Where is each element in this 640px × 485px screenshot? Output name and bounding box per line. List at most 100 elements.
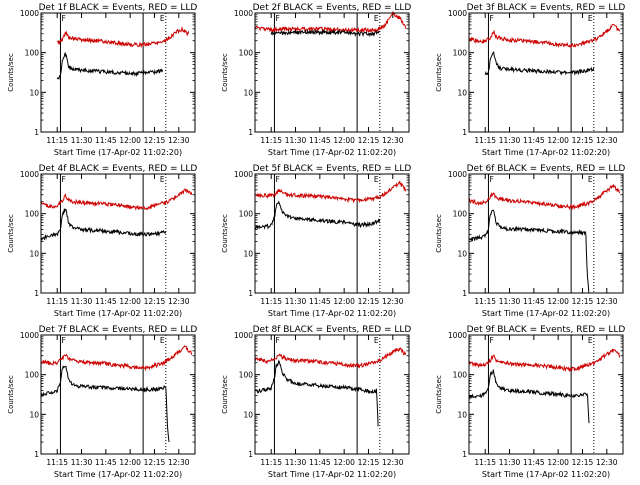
y-axis-label: Counts/sec <box>221 375 229 414</box>
x-tick-label: 11:45 <box>523 297 545 306</box>
x-tick-label: 12:30 <box>596 297 618 306</box>
plot-frame <box>254 334 410 455</box>
y-tick-label: 10 <box>29 410 39 419</box>
y-tick-label: 1000 <box>234 331 253 340</box>
x-tick-label: 11:45 <box>523 458 545 467</box>
series-events-line <box>254 359 379 427</box>
chart-title: Det 7f BLACK = Events, RED = LLD <box>39 325 198 335</box>
x-tick-label: 11:30 <box>499 297 521 306</box>
series-lld-line <box>468 348 621 373</box>
x-tick-label: 11:45 <box>309 458 331 467</box>
chart-panel-6: Det 6f BLACK = Events, RED = LLD Counts/s… <box>435 164 625 318</box>
y-tick-label: 1 <box>248 289 253 298</box>
x-tick-label: 12:30 <box>382 136 404 145</box>
plot-frame <box>468 334 624 455</box>
plot-frame <box>40 12 196 133</box>
x-tick-label: 12:15 <box>572 297 594 306</box>
series-lld-line <box>468 23 621 49</box>
y-tick-label: 1000 <box>448 9 467 18</box>
x-tick-label: 11:30 <box>499 136 521 145</box>
series-lld-line <box>468 183 621 211</box>
x-tick-label: 11:45 <box>309 136 331 145</box>
x-tick-label: 11:15 <box>260 136 282 145</box>
y-tick-label: 1000 <box>20 170 39 179</box>
y-tick-label: 1000 <box>448 331 467 340</box>
start-marker: F <box>489 175 493 184</box>
series-events-line <box>468 209 590 294</box>
series-lld-line <box>254 10 407 34</box>
y-tick-label: 10 <box>243 88 253 97</box>
x-axis-label: Start Time (17-Apr-02 11:02:20) <box>268 470 396 479</box>
x-tick-label: 11:30 <box>499 458 521 467</box>
series-events-line <box>484 50 595 76</box>
chart-title: Det 9f BLACK = Events, RED = LLD <box>467 325 626 335</box>
y-axis-label: Counts/sec <box>435 53 443 92</box>
x-tick-label: 11:45 <box>95 458 117 467</box>
start-marker: F <box>275 336 279 345</box>
series-events-line <box>255 200 381 230</box>
x-tick-label: 12:30 <box>168 458 190 467</box>
x-axis-label: Start Time (17-Apr-02 11:02:20) <box>54 309 182 318</box>
x-tick-label: 12:30 <box>596 458 618 467</box>
x-tick-label: 11:30 <box>71 458 93 467</box>
chart-title: Det 1f BLACK = Events, RED = LLD <box>39 3 198 13</box>
series-lld-line <box>56 25 189 49</box>
y-tick-label: 1 <box>34 128 39 137</box>
x-tick-label: 12:00 <box>119 297 141 306</box>
y-axis-label: Counts/sec <box>221 53 229 92</box>
plot-frame <box>254 12 410 133</box>
start-marker: F <box>275 14 279 23</box>
plot-frame <box>40 173 196 294</box>
x-tick-label: 12:00 <box>333 297 355 306</box>
end-marker: E <box>588 336 593 345</box>
x-axis-label: Start Time (17-Apr-02 11:02:20) <box>482 148 610 157</box>
x-axis-label: Start Time (17-Apr-02 11:02:20) <box>268 309 396 318</box>
y-tick-label: 1000 <box>234 170 253 179</box>
x-tick-label: 12:15 <box>144 297 166 306</box>
y-tick-label: 10 <box>457 410 467 419</box>
x-tick-label: 12:30 <box>596 136 618 145</box>
y-tick-label: 100 <box>25 210 40 219</box>
x-tick-label: 12:00 <box>119 136 141 145</box>
series-events-line <box>40 208 167 242</box>
x-tick-label: 12:15 <box>144 458 166 467</box>
end-marker: E <box>374 336 379 345</box>
y-tick-label: 100 <box>25 49 40 58</box>
series-events-line <box>270 28 381 38</box>
x-axis-label: Start Time (17-Apr-02 11:02:20) <box>268 148 396 157</box>
x-tick-label: 12:00 <box>547 136 569 145</box>
x-tick-label: 11:15 <box>46 458 68 467</box>
x-tick-label: 12:00 <box>333 458 355 467</box>
y-tick-label: 10 <box>243 410 253 419</box>
x-tick-label: 12:00 <box>547 458 569 467</box>
x-tick-label: 12:30 <box>382 458 404 467</box>
y-tick-label: 1 <box>462 289 467 298</box>
y-tick-label: 100 <box>239 210 254 219</box>
chart-panel-7: Det 7f BLACK = Events, RED = LLD Counts/s… <box>7 325 197 479</box>
chart-title: Det 4f BLACK = Events, RED = LLD <box>39 164 198 174</box>
start-marker: F <box>61 175 65 184</box>
series-lld-line <box>254 180 407 204</box>
x-tick-label: 12:00 <box>119 458 141 467</box>
end-marker: E <box>160 14 165 23</box>
y-tick-label: 10 <box>243 249 253 258</box>
y-tick-label: 1 <box>34 289 39 298</box>
x-tick-label: 11:15 <box>260 297 282 306</box>
series-events-line <box>56 52 164 81</box>
y-axis-label: Counts/sec <box>7 53 15 92</box>
chart-title: Det 6f BLACK = Events, RED = LLD <box>467 164 626 174</box>
x-tick-label: 11:45 <box>95 297 117 306</box>
x-tick-label: 11:15 <box>260 458 282 467</box>
x-tick-label: 12:00 <box>547 297 569 306</box>
y-tick-label: 1000 <box>234 9 253 18</box>
x-tick-label: 11:15 <box>474 136 496 145</box>
plot-frame <box>468 173 624 294</box>
chart-title: Det 2f BLACK = Events, RED = LLD <box>253 3 412 13</box>
series-lld-line <box>254 347 407 369</box>
chart-title: Det 5f BLACK = Events, RED = LLD <box>253 164 412 174</box>
x-tick-label: 12:15 <box>572 458 594 467</box>
series-events-line <box>468 369 590 424</box>
y-tick-label: 1000 <box>20 331 39 340</box>
